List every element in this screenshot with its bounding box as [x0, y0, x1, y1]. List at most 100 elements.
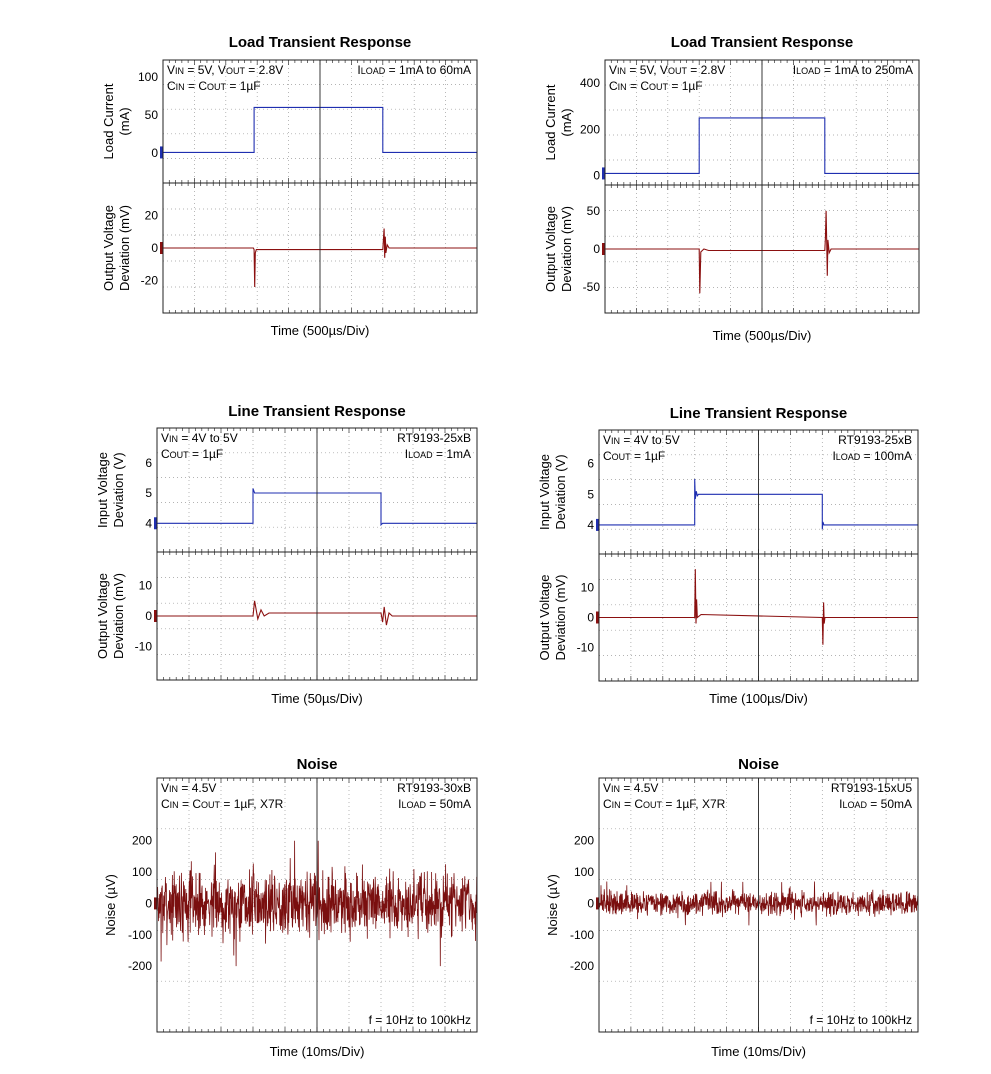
ground-marker [596, 897, 599, 910]
y-axis-label: Input Voltage [95, 452, 110, 528]
y-tick-label: 4 [145, 516, 152, 530]
annotation-segment: RT9193-25xB [838, 433, 912, 447]
annotation-segment: C [167, 79, 176, 93]
annotation-top-left: CIN = COUT = 1µF [167, 79, 261, 93]
y-tick-label: 0 [151, 241, 158, 255]
y-tick-label: 0 [145, 896, 152, 910]
annotation-top-left: VIN = 4V to 5V [603, 433, 680, 447]
y-tick-label: -10 [577, 641, 595, 655]
y-tick-label: -10 [135, 639, 153, 653]
annotation-segment: = 1mA to 60mA [385, 63, 471, 77]
annotation-top-left: VIN = 4.5V [603, 781, 658, 795]
annotation-segment: C [161, 447, 170, 461]
y-tick-label: 10 [139, 579, 153, 593]
annotation-segment: RT9193-25xB [397, 431, 471, 445]
y-tick-label: 50 [587, 204, 601, 218]
y-tick-label: 6 [587, 457, 594, 471]
subscript-text: OUT [649, 82, 669, 92]
panel-2: 50 0 -50 Output Voltage Deviation (mV) [543, 185, 920, 313]
annotation-segment: I [839, 797, 842, 811]
y-tick-label: -100 [128, 928, 152, 942]
y-tick-label: 100 [138, 70, 158, 84]
x-axis-label: Time (10ms/Div) [270, 1044, 365, 1059]
annotation-segment: C [603, 449, 612, 463]
subscript-text: LOAD [408, 450, 433, 460]
y-tick-label: 6 [145, 456, 152, 470]
subscript-text: IN [175, 66, 184, 76]
chart-title: Noise [738, 756, 779, 773]
scope-chart-3: Line Transient Response Time (50µs/Div) 6 5… [95, 403, 478, 706]
y-axis-label: Load Current [101, 83, 116, 159]
annotation-segment: RT9193-15xU5 [831, 781, 912, 795]
annotation-top-right: ILOAD = 50mA [398, 797, 471, 811]
trace-line-lower [599, 569, 918, 645]
annotation-bottom-right: f = 10Hz to 100kHz [369, 1013, 471, 1027]
y-tick-label: 0 [587, 611, 594, 625]
annotation-segment: = 5V, V [626, 63, 668, 77]
y-axis-label: Deviation (V) [553, 454, 568, 529]
y-axis-label: Deviation (mV) [111, 573, 126, 659]
annotation-segment: = 4.5V [178, 781, 216, 795]
subscript-text: OUT [201, 800, 221, 810]
trace-line-upper [157, 488, 477, 527]
panel-1: 6 5 4 Input Voltage Deviation (V) VIN = 4V to… [537, 430, 919, 554]
ground-marker [596, 611, 599, 624]
annotation-segment: I [357, 63, 360, 77]
ground-marker [596, 518, 599, 531]
annotation-segment: V [161, 431, 169, 445]
y-tick-label: 0 [593, 169, 600, 183]
annotation-segment: = 4V to 5V [178, 431, 238, 445]
scope-chart-4: Line Transient Response Time (100µs/Div) 6… [537, 405, 919, 706]
annotation-top-left: VIN = 5V, VOUT = 2.8V [609, 63, 725, 77]
chart-title: Noise [297, 756, 338, 773]
y-axis-label: (mA) [117, 107, 132, 135]
plot-frame [604, 59, 920, 314]
annotation-segment: = 50mA [426, 797, 471, 811]
y-tick-label: -200 [128, 959, 152, 973]
scope-chart-6: Noise Time (10ms/Div) 200 100 0 -100 -200 Noise… [545, 756, 919, 1059]
scope-chart-1: Load Transient Response Time (500µs/Div) 1… [101, 34, 478, 338]
y-axis-label: Deviation (mV) [117, 205, 132, 291]
subscript-text: IN [169, 784, 178, 794]
y-tick-label: 0 [587, 896, 594, 910]
annotation-top-left: COUT = 1µF [161, 447, 223, 461]
annotation-top-right: RT9193-25xB [397, 431, 471, 445]
panel-2: 10 0 -10 Output Voltage Deviation (mV) [537, 554, 919, 681]
annotation-top-right: RT9193-30xB [397, 781, 471, 795]
y-axis-label: Input Voltage [537, 454, 552, 530]
annotation-segment: I [405, 447, 408, 461]
subscript-text: LOAD [361, 66, 386, 76]
subscript-text: OUT [170, 450, 190, 460]
plot-frame [598, 777, 919, 1033]
y-tick-label: 10 [581, 580, 595, 594]
annotation-segment: = 1µF [631, 449, 666, 463]
annotation-segment: = C [185, 79, 208, 93]
y-axis-label: Output Voltage [101, 205, 116, 291]
subscript-text: IN [618, 82, 627, 92]
annotation-segment: f = 10Hz to 100kHz [369, 1013, 471, 1027]
annotation-top-left: VIN = 4.5V [161, 781, 216, 795]
y-axis-label: Deviation (mV) [553, 575, 568, 661]
annotation-segment: = 1µF [668, 79, 703, 93]
y-tick-label: 50 [145, 108, 159, 122]
subscript-text: OUT [207, 82, 227, 92]
x-axis-label: Time (100µs/Div) [709, 691, 808, 706]
annotation-segment: V [603, 781, 611, 795]
y-axis-label: Deviation (V) [111, 452, 126, 527]
annotation-segment: = 50mA [867, 797, 912, 811]
annotation-segment: C [609, 79, 618, 93]
chart-title: Line Transient Response [228, 403, 406, 420]
annotation-top-left: COUT = 1µF [603, 449, 665, 463]
annotation-segment: V [161, 781, 169, 795]
annotation-segment: = 2.8V [245, 63, 283, 77]
annotation-segment: V [167, 63, 175, 77]
y-tick-label: -50 [583, 280, 601, 294]
trace-line-upper [163, 106, 477, 153]
scope-chart-5: Noise Time (10ms/Div) 200 100 0 -100 -200 Noise… [103, 756, 478, 1059]
y-tick-label: 0 [593, 242, 600, 256]
annotation-top-left: VIN = 5V, VOUT = 2.8V [167, 63, 283, 77]
